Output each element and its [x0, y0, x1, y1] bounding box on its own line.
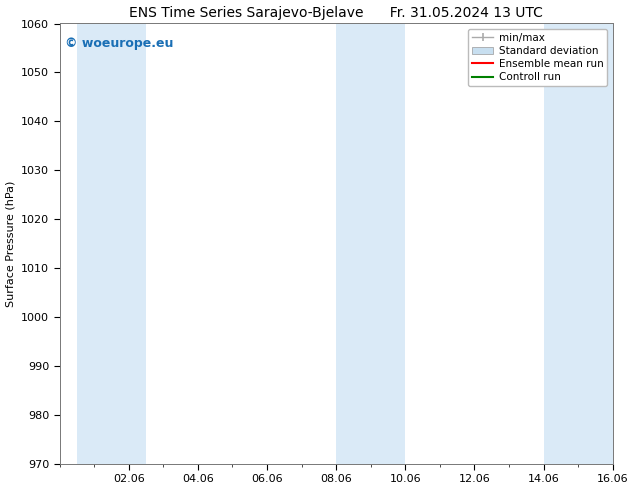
Title: ENS Time Series Sarajevo-Bjelave      Fr. 31.05.2024 13 UTC: ENS Time Series Sarajevo-Bjelave Fr. 31.… — [129, 5, 543, 20]
Text: © woeurope.eu: © woeurope.eu — [65, 37, 174, 49]
Legend: min/max, Standard deviation, Ensemble mean run, Controll run: min/max, Standard deviation, Ensemble me… — [469, 29, 607, 86]
Bar — [543, 24, 630, 464]
Bar — [77, 24, 146, 464]
Bar — [336, 24, 405, 464]
Y-axis label: Surface Pressure (hPa): Surface Pressure (hPa) — [6, 181, 16, 307]
